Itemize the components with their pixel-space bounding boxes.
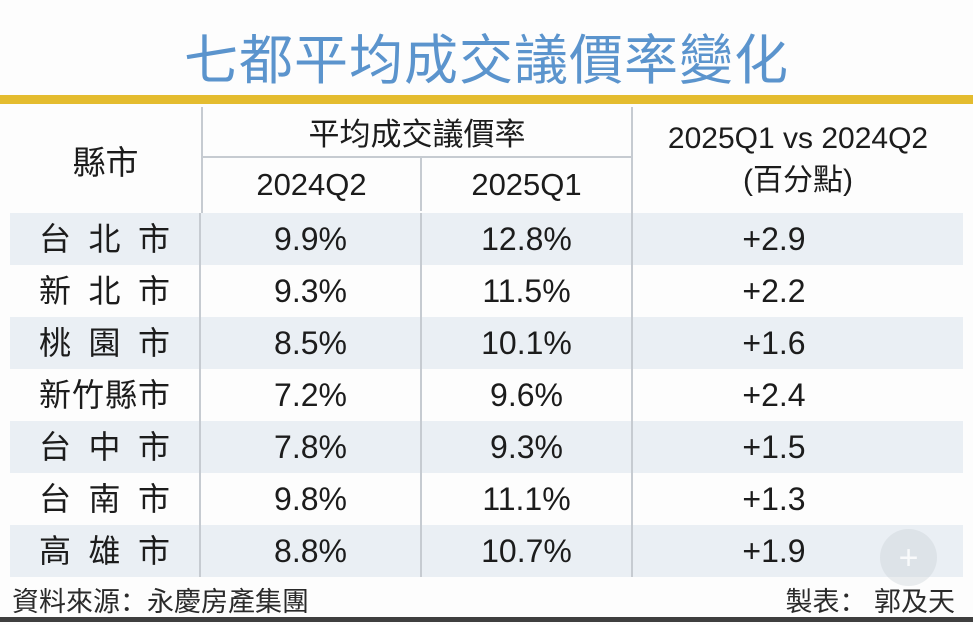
rate-2025q1-cell: 9.3% [422,421,633,473]
diff-cell: +1.6 [742,325,806,361]
diff-cell: +1.5 [742,429,806,465]
rate-2024q2-cell: 7.8% [201,421,422,473]
city-label: 高雄市 [39,533,170,569]
header-rate-group: 平均成交議價率 2024Q2 2025Q1 [201,107,633,213]
table-row: 新北市 9.3% 11.5% +2.2 [10,265,963,317]
header-2024q2: 2024Q2 [203,158,422,211]
diff-cell: +1.9 [742,533,806,569]
header-diff-line2: (百分點) [743,164,853,197]
table-row: 高雄市 8.8% 10.7% +1.9 [10,525,963,577]
city-label: 台南市 [39,481,170,517]
city-cell: 新北市 [10,265,201,317]
rate-2024q2-cell: 9.9% [201,213,422,265]
table-row: 桃園市 8.5% 10.1% +1.6 [10,317,963,369]
header-subrow: 2024Q2 2025Q1 [203,158,631,211]
rate-2025q1-cell: 11.1% [422,473,633,525]
zoom-watermark-button[interactable]: + [880,529,937,586]
table-row: 台北市 9.9% 12.8% +2.9 [10,213,963,265]
city-label: 新竹縣市 [39,377,170,413]
city-cell: 台北市 [10,213,201,265]
footer-source: 資料來源：永慶房產集團 [12,587,309,617]
rate-2024q2-cell: 9.3% [201,265,422,317]
data-table: 縣市 平均成交議價率 2024Q2 2025Q1 2025Q1 vs 2024Q… [10,107,963,577]
diff-cell: +2.9 [742,221,806,257]
city-label: 桃園市 [39,325,170,361]
table-row: 台中市 7.8% 9.3% +1.5 [10,421,963,473]
header-diff: 2025Q1 vs 2024Q2 (百分點) [633,107,963,213]
city-cell: 桃園市 [10,317,201,369]
rate-2025q1-cell: 9.6% [422,369,633,421]
city-cell: 高雄市 [10,525,201,577]
header-city: 縣市 [72,144,139,181]
header-rate-group-title: 平均成交議價率 [203,107,631,158]
rate-2024q2-cell: 9.8% [201,473,422,525]
header-diff-line1: 2025Q1 vs 2024Q2 [667,122,929,155]
diff-cell: +2.4 [742,377,806,413]
diff-cell: +1.3 [742,481,806,517]
table-row: 新竹縣市 7.2% 9.6% +2.4 [10,369,963,421]
footer-credit: 製表： 郭及天 [785,587,955,617]
city-label: 新北市 [39,273,170,309]
plus-icon: + [898,538,919,577]
gold-divider [0,95,973,104]
city-label: 台中市 [39,429,170,465]
rate-2025q1-cell: 10.1% [422,317,633,369]
rate-2024q2-cell: 8.8% [201,525,422,577]
rate-2024q2-cell: 7.2% [201,369,422,421]
bottom-rule [0,617,973,622]
header-2025q1: 2025Q1 [471,166,582,202]
city-cell: 新竹縣市 [10,369,201,421]
city-cell: 台中市 [10,421,201,473]
table-header: 縣市 平均成交議價率 2024Q2 2025Q1 2025Q1 vs 2024Q… [10,107,963,213]
table-row: 台南市 9.8% 11.1% +1.3 [10,473,963,525]
rate-2025q1-cell: 11.5% [422,265,633,317]
city-cell: 台南市 [10,473,201,525]
rate-2025q1-cell: 12.8% [422,213,633,265]
table-body: 台北市 9.9% 12.8% +2.9 新北市 9.3% 11.5% +2.2 … [10,213,963,577]
diff-cell: +2.2 [742,273,806,309]
rate-2025q1-cell: 10.7% [422,525,633,577]
rate-2024q2-cell: 8.5% [201,317,422,369]
page-title: 七都平均成交議價率變化 [184,31,789,91]
city-label: 台北市 [39,221,170,257]
